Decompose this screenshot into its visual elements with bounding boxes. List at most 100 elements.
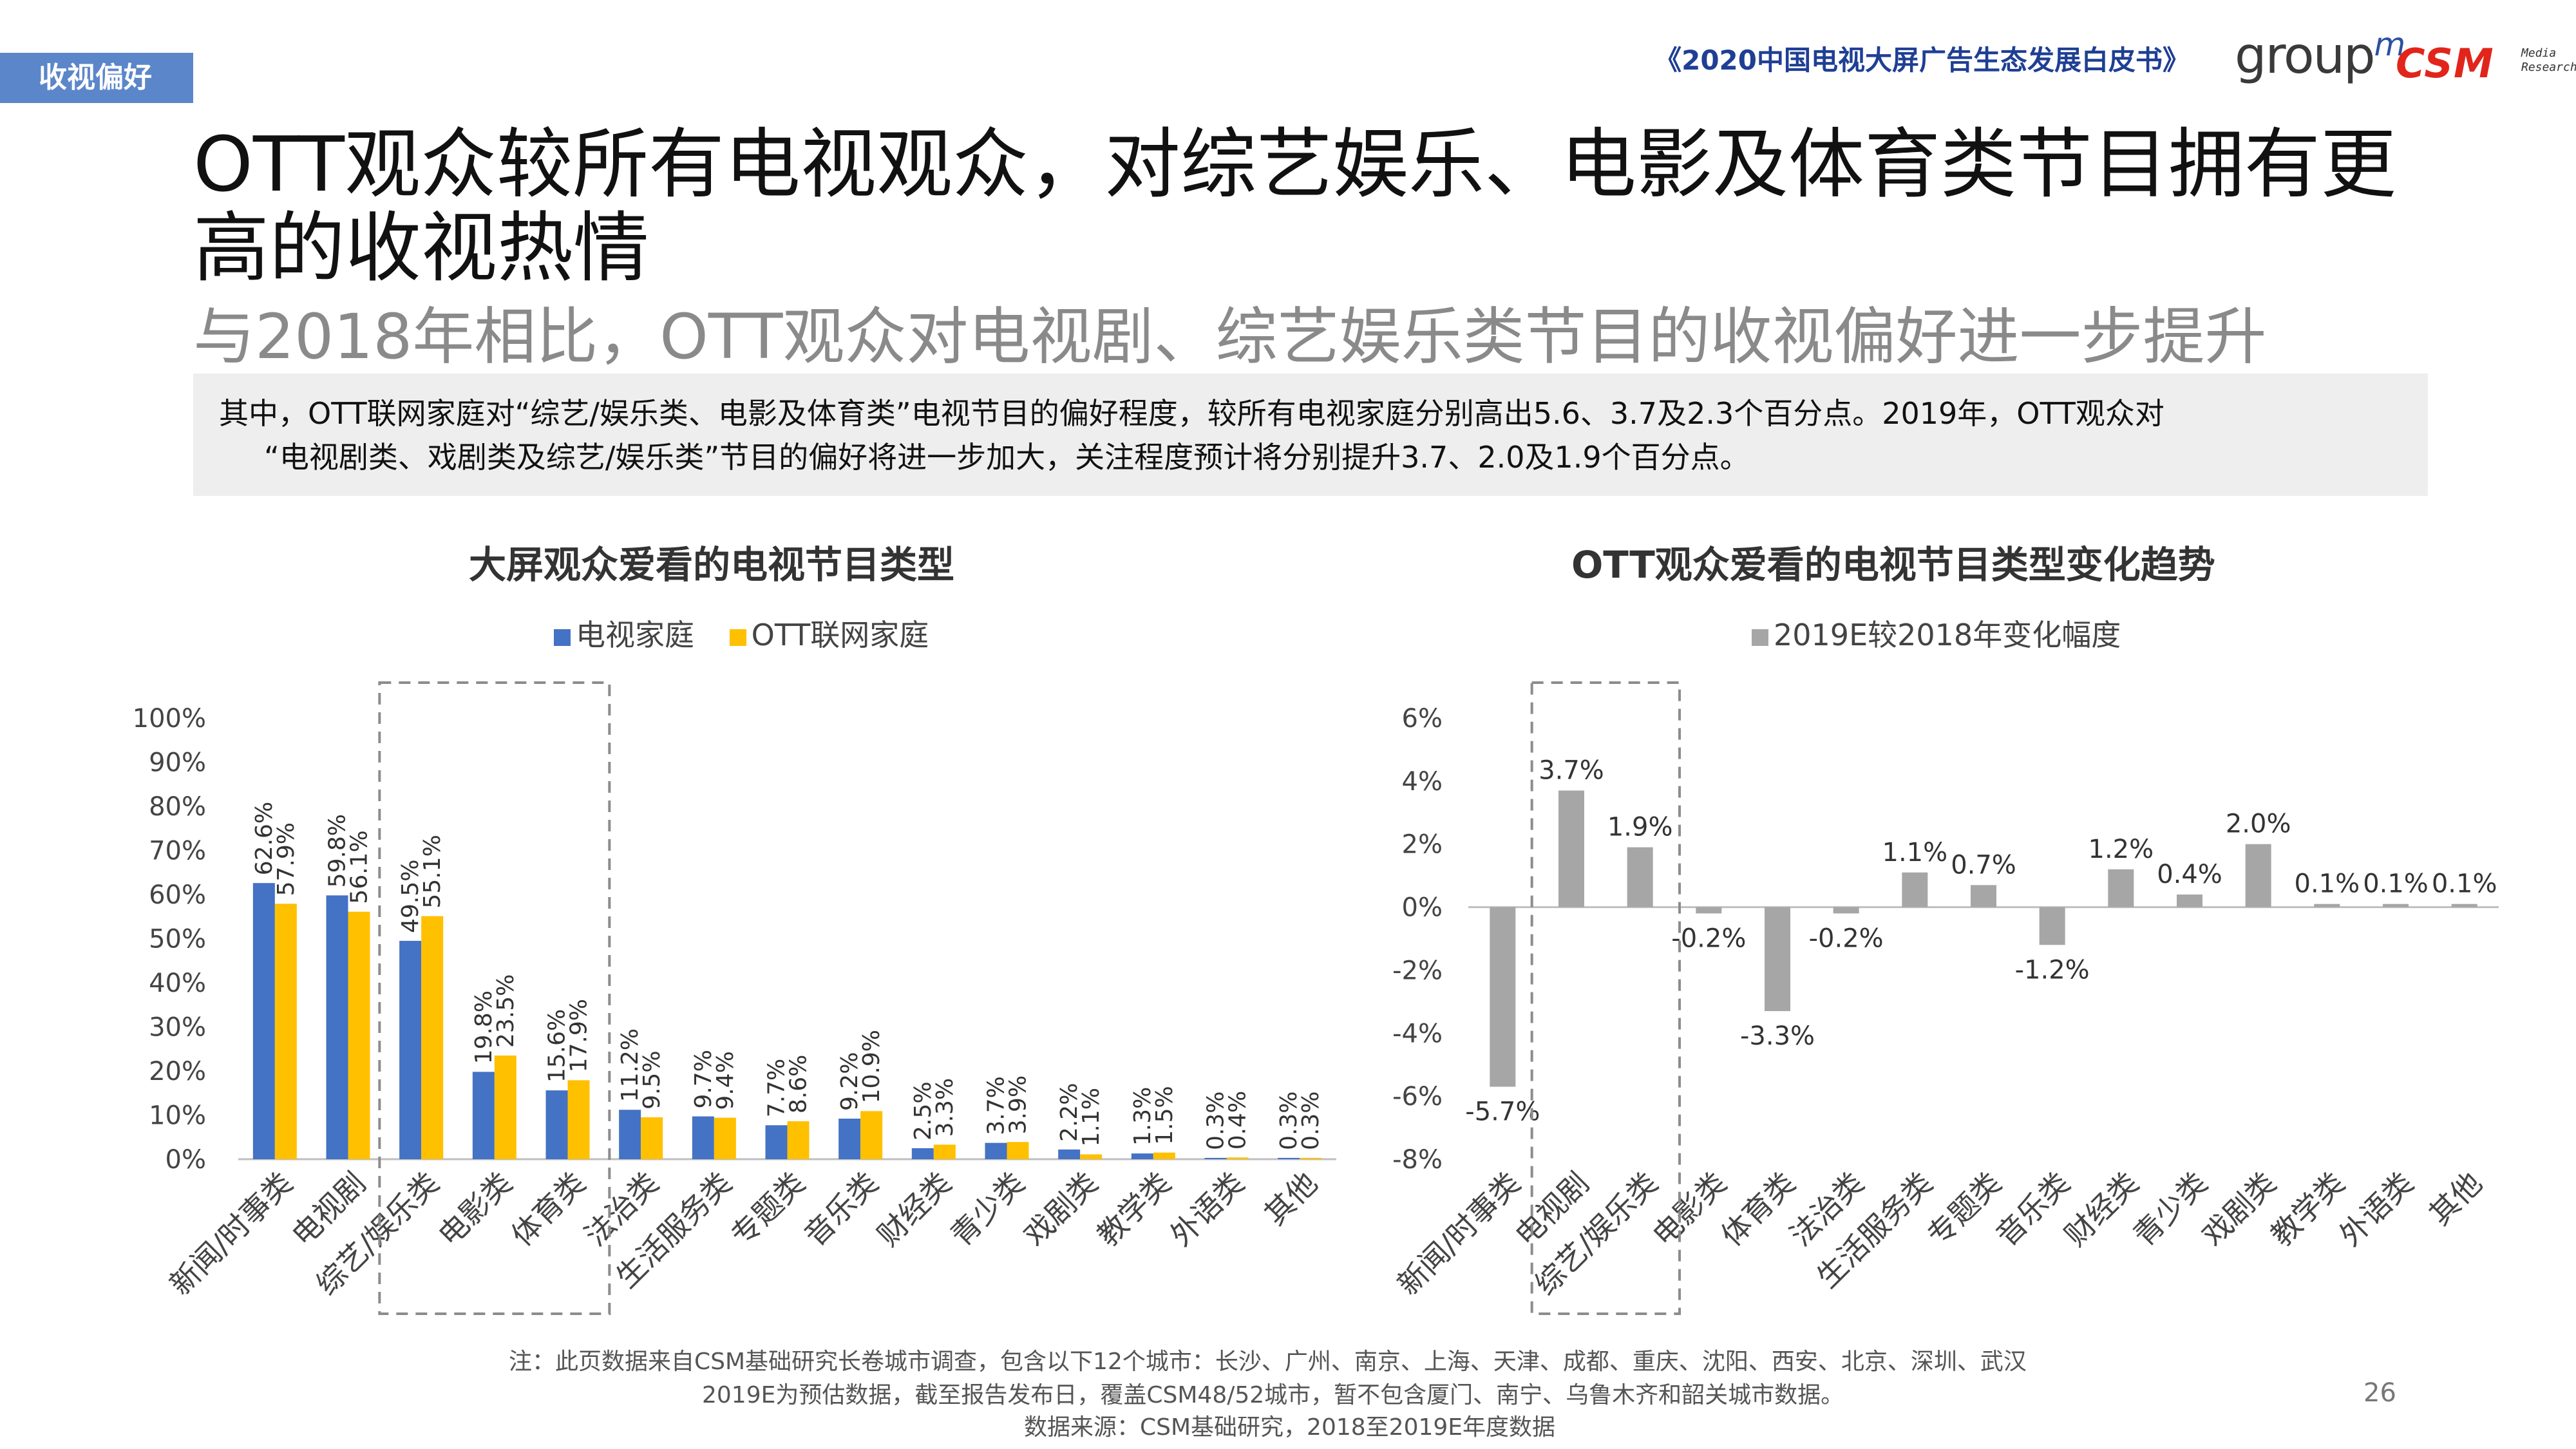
- left-data-label-ott: 55.1%: [419, 835, 446, 908]
- left-x-tick-label: 教学类: [1090, 1166, 1178, 1253]
- left-y-tick-label: 30%: [149, 1013, 206, 1043]
- left-y-tick-label: 20%: [149, 1057, 206, 1086]
- left-x-tick-label: 新闻/时事类: [163, 1166, 299, 1302]
- report-title: 《2020中国电视大屏广告生态发展白皮书》: [1654, 44, 2190, 76]
- right-x-tick-label: 音乐类: [1989, 1166, 2077, 1253]
- right-x-tick-label: 专题类: [1920, 1166, 2008, 1253]
- left-data-label-tv: 7.7%: [764, 1059, 790, 1117]
- left-x-tick-label: 专题类: [724, 1166, 812, 1253]
- left-data-label-tv: 62.6%: [251, 802, 278, 875]
- csm-logo-subtitle: Media Research: [2521, 46, 2576, 75]
- left-y-tick-label: 10%: [149, 1101, 206, 1131]
- left-data-label-ott: 1.5%: [1151, 1086, 1178, 1144]
- left-data-label-tv: 19.8%: [471, 990, 497, 1064]
- left-bar-tv: [472, 1072, 495, 1159]
- left-data-label-ott: 1.1%: [1078, 1088, 1104, 1146]
- left-bar-tv: [326, 895, 348, 1159]
- left-data-label-ott: 17.9%: [566, 999, 592, 1072]
- right-data-label: 1.2%: [2088, 835, 2154, 864]
- left-bar-ott: [1153, 1152, 1175, 1159]
- left-bar-ott: [421, 916, 444, 1159]
- right-data-label: 0.7%: [1951, 850, 2016, 880]
- left-x-tick-label: 电影类: [431, 1166, 519, 1253]
- right-x-tick-label: 财经类: [2058, 1166, 2145, 1253]
- left-bar-ott: [787, 1121, 810, 1159]
- left-bar-ott: [1080, 1154, 1103, 1159]
- left-x-tick-label: 体育类: [505, 1166, 592, 1253]
- right-data-label: 1.1%: [1882, 838, 1948, 867]
- left-data-label-tv: 11.2%: [617, 1028, 643, 1102]
- legend-item-ott: OTT联网家庭: [729, 618, 929, 652]
- left-bar-ott: [714, 1117, 736, 1159]
- left-x-tick-label: 其他: [1258, 1166, 1324, 1232]
- right-bar: [1627, 847, 1653, 907]
- left-data-label-tv: 0.3%: [1203, 1091, 1229, 1150]
- left-chart-legend: 电视家庭 OTT联网家庭: [554, 612, 954, 654]
- right-data-label: -5.7%: [1465, 1097, 1540, 1126]
- left-data-label-ott: 9.4%: [712, 1051, 739, 1110]
- left-bar-ott: [1300, 1157, 1322, 1159]
- right-bar: [1902, 872, 1928, 907]
- right-y-tick-label: -8%: [1392, 1145, 1443, 1175]
- right-data-label: -0.2%: [1809, 923, 1884, 953]
- right-data-label: 0.1%: [2432, 869, 2497, 899]
- left-y-tick-label: 100%: [133, 704, 206, 734]
- right-bar: [1971, 885, 1996, 907]
- headline-line1: OTT观众较所有电视观众，对综艺娱乐、电影及体育类节目拥有更: [193, 120, 2396, 209]
- right-x-tick-label: 外语类: [2333, 1166, 2420, 1253]
- page-number: 26: [2363, 1378, 2396, 1408]
- right-data-label: 0.1%: [2363, 869, 2429, 899]
- groupm-logo: groupm: [2235, 26, 2405, 85]
- left-data-label-ott: 57.9%: [273, 822, 299, 896]
- summary-line1: 其中，OTT联网家庭对“综艺/娱乐类、电影及体育类”电视节目的偏好程度，较所有电…: [219, 396, 2164, 431]
- legend-swatch-ott: [729, 629, 746, 646]
- left-x-tick-label: 青少类: [944, 1166, 1032, 1253]
- left-bar-tv: [1204, 1157, 1227, 1159]
- right-x-tick-label: 教学类: [2264, 1166, 2351, 1253]
- summary-line2: “电视剧类、戏剧类及综艺/娱乐类”节目的偏好将进一步加大，关注程度预计将分别提升…: [264, 440, 1750, 475]
- left-bar-ott: [1007, 1142, 1029, 1159]
- legend-label-ott: OTT联网家庭: [751, 618, 929, 652]
- left-bar-tv: [1131, 1153, 1153, 1159]
- left-bar-tv: [1058, 1149, 1081, 1159]
- left-data-label-ott: 23.5%: [493, 974, 519, 1048]
- section-tag: 收视偏好: [0, 53, 193, 103]
- right-x-tick-label: 戏剧类: [2195, 1166, 2283, 1253]
- left-bar-ott: [933, 1144, 956, 1159]
- right-data-label: 2.0%: [2226, 810, 2291, 839]
- note-line3: 数据来源：CSM基础研究，2018至2019E年度数据: [1024, 1414, 1556, 1441]
- legend-label-tv: 电视家庭: [576, 618, 694, 652]
- right-y-tick-label: 6%: [1402, 704, 1443, 734]
- right-x-tick-label: 其他: [2422, 1166, 2488, 1232]
- right-y-tick-label: 4%: [1402, 767, 1443, 797]
- right-data-label: -0.2%: [1671, 923, 1746, 953]
- left-bar-tv: [765, 1125, 788, 1159]
- right-bar: [2177, 895, 2202, 907]
- right-bar: [1490, 907, 1516, 1087]
- right-bar: [1765, 907, 1790, 1012]
- left-data-label-ott: 8.6%: [786, 1055, 812, 1113]
- left-highlight-box: [378, 681, 611, 1315]
- right-bar: [2314, 904, 2340, 907]
- left-data-label-tv: 2.2%: [1056, 1083, 1083, 1141]
- right-y-tick-label: -6%: [1392, 1082, 1443, 1112]
- left-data-label-tv: 59.8%: [325, 814, 351, 887]
- left-bar-ott: [641, 1117, 663, 1159]
- left-x-tick-label: 财经类: [871, 1166, 958, 1253]
- left-chart-title: 大屏观众爱看的电视节目类型: [469, 543, 955, 587]
- left-bar-tv: [619, 1110, 641, 1159]
- left-bar-tv: [1278, 1157, 1300, 1159]
- left-bar-ott: [860, 1111, 883, 1159]
- right-bar: [2451, 904, 2477, 907]
- right-bar: [2039, 907, 2065, 945]
- right-y-tick-label: 2%: [1402, 830, 1443, 860]
- left-data-label-ott: 3.9%: [1005, 1075, 1032, 1134]
- right-data-label: -1.2%: [2015, 955, 2090, 985]
- left-bar-tv: [692, 1116, 714, 1159]
- legend-label-change: 2019E较2018年变化幅度: [1774, 618, 2121, 652]
- left-data-label-tv: 9.2%: [837, 1052, 863, 1111]
- groupm-logo-text: group: [2235, 27, 2376, 85]
- left-x-tick-label: 外语类: [1164, 1166, 1251, 1253]
- left-data-label-tv: 2.5%: [910, 1081, 936, 1140]
